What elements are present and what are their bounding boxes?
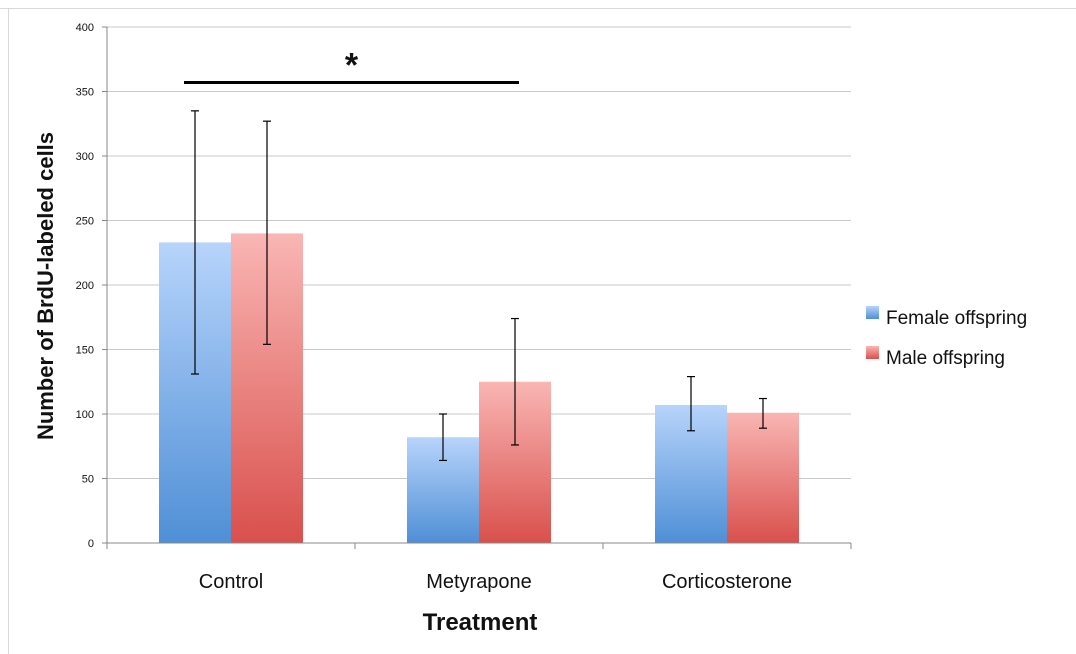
- y-tick-labels: 0 50 100 150 200 250 300 350 400: [76, 22, 94, 550]
- x-tick-label-control: Control: [199, 571, 263, 593]
- significance-annotation: *: [184, 46, 519, 84]
- legend-swatch-male: [866, 346, 879, 359]
- x-axis-title: Treatment: [423, 609, 538, 636]
- bars: [159, 233, 799, 543]
- axes: [106, 27, 852, 549]
- frame-border-left: [8, 8, 9, 654]
- x-tick-label-corticosterone: Corticosterone: [662, 571, 792, 593]
- significance-star: *: [345, 46, 359, 84]
- y-tick-label: 50: [82, 474, 94, 486]
- frame-border-top: [0, 8, 1076, 9]
- y-tick-label: 250: [76, 216, 94, 228]
- y-tick-label: 300: [76, 151, 94, 163]
- y-tick-label: 350: [76, 87, 94, 99]
- y-axis-title: Number of BrdU-labeled cells: [33, 132, 58, 440]
- y-tick-label: 400: [76, 22, 94, 34]
- y-tick-label: 150: [76, 345, 94, 357]
- legend: Female offspring Male offspring: [866, 306, 1027, 369]
- y-tick-label: 0: [88, 538, 94, 550]
- legend-label-female: Female offspring: [886, 308, 1027, 329]
- error-bars: [191, 110, 767, 462]
- legend-swatch-female: [866, 306, 879, 319]
- y-tick-label: 100: [76, 409, 94, 421]
- x-tick-label-metyrapone: Metyrapone: [426, 571, 532, 593]
- x-tick-labels: Control Metyrapone Corticosterone: [199, 571, 792, 593]
- legend-label-male: Male offspring: [886, 348, 1005, 369]
- y-tick-label: 200: [76, 280, 94, 292]
- bar-corticosterone-male: [727, 412, 799, 543]
